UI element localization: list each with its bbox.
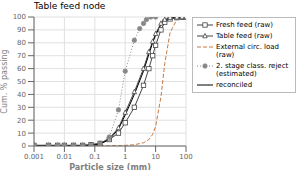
html-text:External circ. load: External circ. load [216, 43, 279, 51]
svg-text:Cum. % passing: Cum. % passing [8, 49, 9, 113]
svg-text:0: 0 [22, 142, 26, 150]
html-text:Table feed node: Table feed node [34, 1, 106, 11]
svg-text:0.001: 0.001 [24, 153, 44, 161]
svg-text:10: 10 [17, 130, 26, 138]
svg-text:30: 30 [17, 104, 26, 112]
svg-text:10: 10 [151, 153, 160, 161]
html-text:2. stage class. reject: 2. stage class. reject [216, 62, 289, 70]
svg-text:60: 60 [17, 65, 26, 73]
html-text:Fresh feed (raw): Fresh feed (raw) [216, 21, 273, 29]
html-text:(raw): (raw) [216, 51, 235, 59]
svg-text:70: 70 [17, 52, 26, 60]
html-text:(estimated): (estimated) [216, 70, 257, 78]
svg-text:90: 90 [17, 26, 26, 34]
svg-text:1: 1 [123, 153, 127, 161]
svg-text:100: 100 [13, 13, 26, 21]
svg-text:0.1: 0.1 [89, 153, 100, 161]
svg-text:0.01: 0.01 [57, 153, 73, 161]
svg-text:40: 40 [17, 91, 26, 99]
svg-text:80: 80 [17, 39, 26, 47]
svg-text:Particle size (mm): Particle size (mm) [69, 163, 151, 170]
svg-text:100: 100 [179, 153, 192, 161]
svg-text:20: 20 [17, 117, 26, 125]
html-text:Table feed (raw): Table feed (raw) [216, 32, 273, 40]
svg-text:50: 50 [17, 78, 26, 86]
html-text:reconciled: reconciled [216, 81, 253, 89]
